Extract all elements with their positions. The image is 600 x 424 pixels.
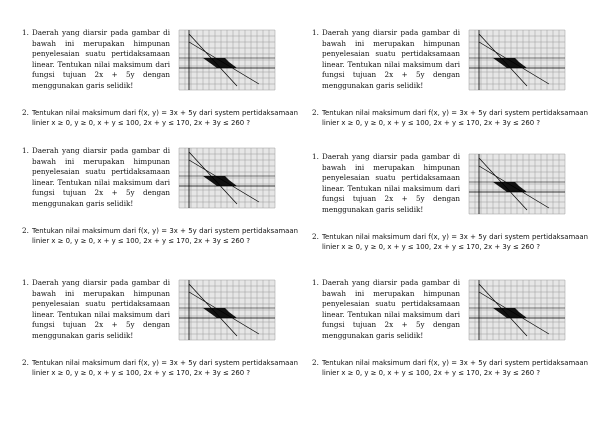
question-2-number: 2.: [22, 358, 29, 367]
graph-grid: [468, 153, 566, 215]
boundary-line-2: [478, 291, 550, 335]
question-1-text: Daerah yang diarsir pada gambar di bawah…: [322, 278, 460, 340]
question-2-text: Tentukan nilai maksimum dari f(x, y) = 3…: [32, 227, 298, 246]
exercise-block-middle-right: 1. Daerah yang diarsir pada gambar di ba…: [312, 152, 590, 282]
question-1-text: Daerah yang diarsir pada gambar di bawah…: [32, 28, 170, 90]
question-2-number: 2.: [312, 232, 319, 241]
question-1-text: Daerah yang diarsir pada gambar di bawah…: [322, 28, 460, 90]
boundary-line-2: [188, 159, 260, 203]
question-1-text: Daerah yang diarsir pada gambar di bawah…: [32, 146, 170, 208]
question-2-text: Tentukan nilai maksimum dari f(x, y) = 3…: [322, 359, 588, 378]
question-2-number: 2.: [22, 226, 29, 235]
boundary-line-2: [188, 291, 260, 335]
feasible-region-graph: [178, 29, 276, 91]
question-2-text: Tentukan nilai maksimum dari f(x, y) = 3…: [322, 233, 588, 252]
feasible-region-graph: [178, 147, 276, 209]
boundary-line-2: [188, 41, 260, 85]
question-1-text: Daerah yang diarsir pada gambar di bawah…: [32, 278, 170, 340]
question-1-text: Daerah yang diarsir pada gambar di bawah…: [322, 152, 460, 214]
boundary-line-1: [478, 33, 528, 87]
boundary-line-1: [478, 157, 528, 211]
boundary-line-2: [478, 41, 550, 85]
feasible-region-graph: [468, 279, 566, 341]
question-2-text: Tentukan nilai maksimum dari f(x, y) = 3…: [32, 359, 298, 378]
exercise-block-bottom-right: 1. Daerah yang diarsir pada gambar di ba…: [312, 278, 590, 408]
boundary-line-1: [188, 151, 238, 205]
question-2-number: 2.: [312, 108, 319, 117]
question-1-number: 1.: [22, 28, 29, 37]
feasible-region-graph: [468, 29, 566, 91]
exercise-block-bottom-left: 1. Daerah yang diarsir pada gambar di ba…: [22, 278, 300, 408]
graph-grid: [178, 279, 276, 341]
exercise-block-top-left: 1. Daerah yang diarsir pada gambar di ba…: [22, 28, 300, 158]
boundary-line-1: [188, 33, 238, 87]
question-1-number: 1.: [22, 146, 29, 155]
question-2-number: 2.: [312, 358, 319, 367]
question-1-number: 1.: [22, 278, 29, 287]
feasible-region-graph: [178, 279, 276, 341]
exercise-block-middle-left: 1. Daerah yang diarsir pada gambar di ba…: [22, 146, 300, 276]
boundary-line-1: [478, 283, 528, 337]
question-1-number: 1.: [312, 278, 319, 287]
feasible-region-graph: [468, 153, 566, 215]
question-2-number: 2.: [22, 108, 29, 117]
exercise-block-top-right: 1. Daerah yang diarsir pada gambar di ba…: [312, 28, 590, 158]
question-1-number: 1.: [312, 28, 319, 37]
question-2-text: Tentukan nilai maksimum dari f(x, y) = 3…: [32, 109, 298, 128]
boundary-line-2: [478, 165, 550, 209]
question-2-text: Tentukan nilai maksimum dari f(x, y) = 3…: [322, 109, 588, 128]
boundary-line-1: [188, 283, 238, 337]
question-1-number: 1.: [312, 152, 319, 161]
